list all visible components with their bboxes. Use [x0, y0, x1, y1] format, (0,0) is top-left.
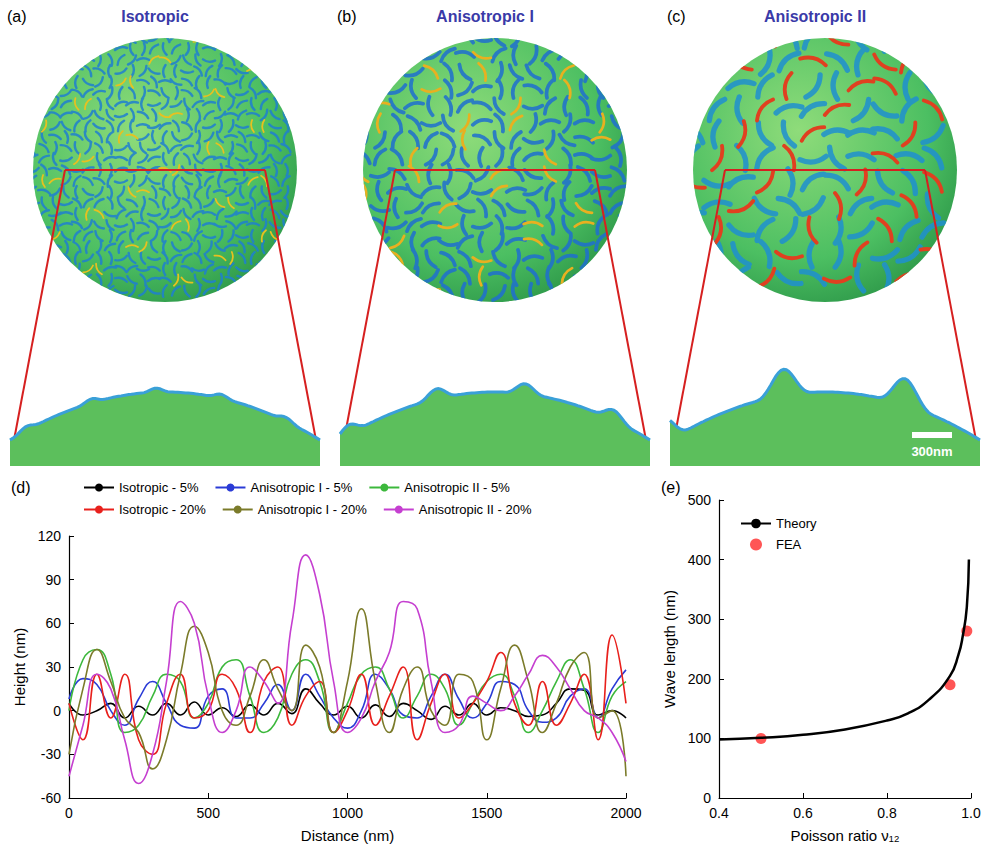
svg-text:Isotropic - 5%: Isotropic - 5%: [119, 480, 199, 495]
svg-text:0: 0: [65, 805, 73, 821]
svg-text:1000: 1000: [332, 805, 363, 821]
svg-text:Anisotropic I: Anisotropic I: [436, 8, 534, 25]
svg-text:-60: -60: [41, 790, 61, 806]
svg-text:-30: -30: [41, 746, 61, 762]
svg-text:60: 60: [45, 615, 61, 631]
svg-text:Theory: Theory: [776, 516, 817, 531]
svg-text:200: 200: [688, 671, 712, 687]
svg-text:(d): (d): [11, 479, 31, 496]
svg-text:500: 500: [197, 805, 221, 821]
svg-text:Isotropic: Isotropic: [121, 8, 189, 25]
svg-text:0: 0: [703, 790, 711, 806]
svg-text:(e): (e): [661, 479, 681, 496]
svg-text:120: 120: [38, 528, 62, 544]
svg-text:300: 300: [688, 611, 712, 627]
svg-text:500: 500: [688, 492, 712, 508]
svg-text:30: 30: [45, 659, 61, 675]
svg-text:100: 100: [688, 730, 712, 746]
svg-text:0: 0: [53, 703, 61, 719]
svg-text:FEA: FEA: [776, 537, 802, 552]
svg-text:0.6: 0.6: [793, 805, 813, 821]
svg-text:Distance (nm): Distance (nm): [301, 827, 394, 844]
svg-text:Poisson ratio ν₁₂: Poisson ratio ν₁₂: [790, 827, 899, 844]
svg-text:0.4: 0.4: [709, 805, 729, 821]
svg-text:1.0: 1.0: [961, 805, 981, 821]
svg-text:2000: 2000: [610, 805, 641, 821]
svg-text:(a): (a): [7, 8, 27, 25]
svg-text:(b): (b): [337, 8, 357, 25]
svg-text:Isotropic - 20%: Isotropic - 20%: [119, 502, 206, 517]
svg-text:400: 400: [688, 552, 712, 568]
svg-text:90: 90: [45, 572, 61, 588]
svg-text:Anisotropic II: Anisotropic II: [764, 8, 866, 25]
svg-text:1500: 1500: [471, 805, 502, 821]
svg-text:Wave length (nm): Wave length (nm): [661, 590, 678, 708]
svg-text:Anisotropic I - 20%: Anisotropic I - 20%: [258, 502, 368, 517]
svg-text:0.8: 0.8: [877, 805, 897, 821]
svg-text:Anisotropic II - 20%: Anisotropic II - 20%: [419, 502, 532, 517]
svg-text:Anisotropic II - 5%: Anisotropic II - 5%: [404, 480, 510, 495]
svg-text:300nm: 300nm: [911, 444, 952, 459]
svg-text:(c): (c): [667, 8, 686, 25]
svg-text:Height (nm): Height (nm): [11, 628, 28, 706]
svg-text:Anisotropic I - 5%: Anisotropic I - 5%: [250, 480, 352, 495]
